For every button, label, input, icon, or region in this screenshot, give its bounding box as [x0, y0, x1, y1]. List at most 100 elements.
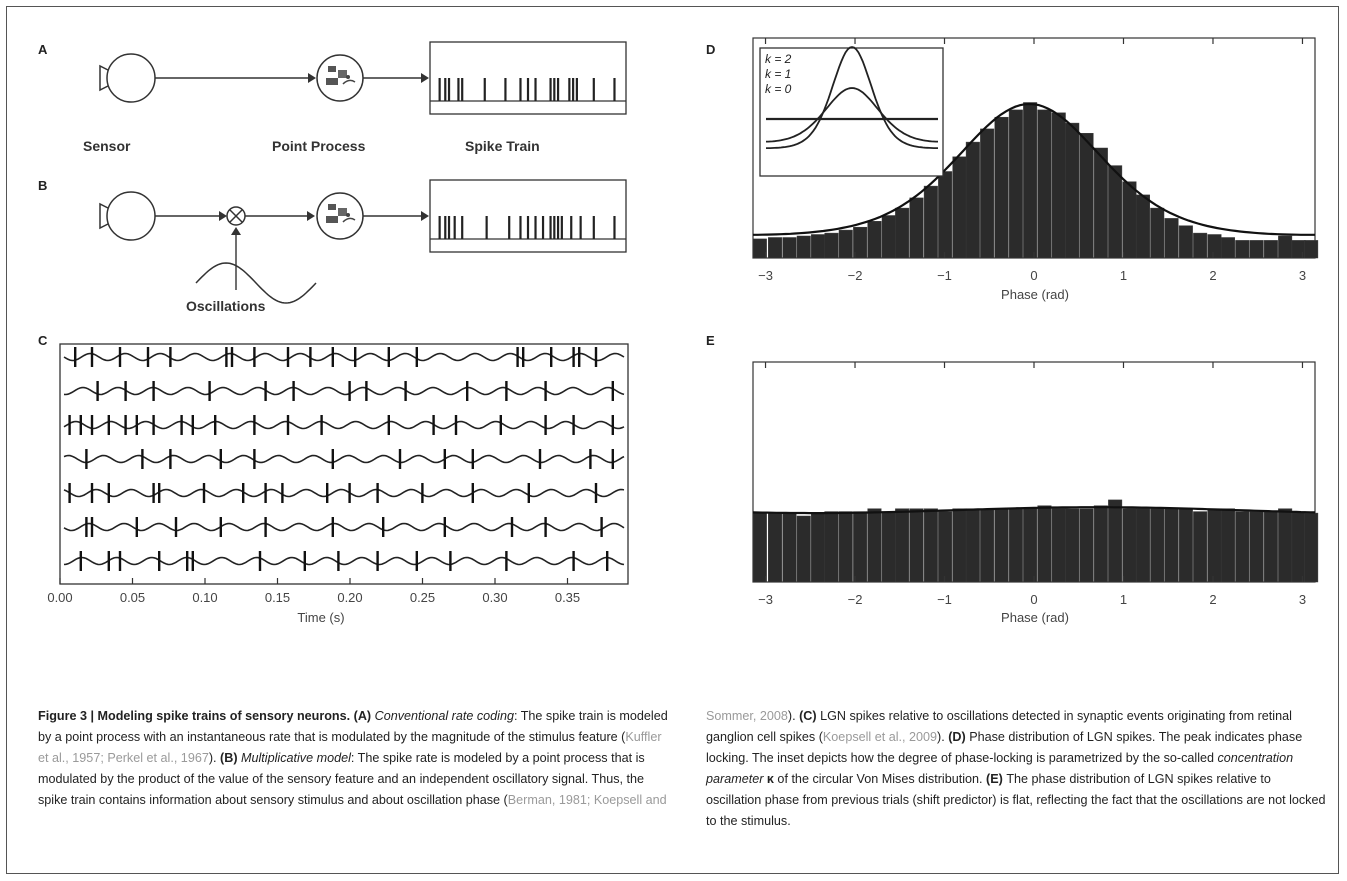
phase-histogram-bars	[752, 102, 1319, 259]
arrowhead	[308, 73, 316, 83]
panel-letter-e: E	[706, 333, 715, 348]
histogram-bar	[867, 221, 882, 259]
caption-text: Conventional rate coding	[374, 709, 514, 723]
inset-frame	[759, 47, 944, 177]
spike-train-b	[438, 216, 616, 239]
histogram-bar	[853, 226, 868, 259]
legend-k1: k = 1	[765, 67, 792, 81]
histogram-bar	[838, 511, 853, 583]
inset-legend: k = 2 k = 1 k = 0	[765, 52, 791, 97]
histogram-bar	[1249, 240, 1264, 259]
tick-label: 1	[1119, 592, 1128, 607]
caption-left-column: Figure 3 | Modeling spike trains of sens…	[38, 706, 670, 811]
caption-text: κ	[763, 772, 774, 786]
histogram-bar	[923, 185, 938, 259]
caption-text: (B)	[220, 751, 242, 765]
histogram-bar	[1164, 218, 1179, 259]
histogram-bar	[811, 512, 826, 583]
histogram-bar	[853, 511, 868, 583]
oscillation-trace	[63, 352, 625, 362]
oscillation-wave	[195, 262, 317, 304]
histogram-bar	[1193, 511, 1208, 583]
caption-text: Multiplicative model	[241, 751, 351, 765]
legend-k2: k = 2	[765, 52, 792, 66]
tick-label: 0.35	[554, 590, 581, 605]
tick-label: −2	[847, 268, 863, 283]
panel-letter-a: A	[38, 42, 48, 57]
histogram-bar	[980, 508, 995, 583]
histogram-bar	[938, 171, 953, 259]
tick-label: −2	[847, 592, 863, 607]
caption-text: (C)	[799, 709, 821, 723]
histogram-bar	[1122, 508, 1137, 583]
tick-label: 0.10	[192, 590, 218, 605]
histogram-bar	[952, 508, 967, 583]
histogram-bar	[768, 237, 783, 259]
caption-text: concentration parameter	[706, 751, 1294, 786]
histogram-bar	[838, 229, 853, 259]
panel-a-diagram	[99, 41, 627, 115]
citation-link[interactable]: Sommer, 2008	[706, 709, 788, 723]
histogram-bar	[923, 508, 938, 583]
histogram-bar	[824, 232, 839, 259]
panel-b-diagram	[99, 179, 627, 304]
histogram-bar	[980, 128, 995, 259]
histogram-bar	[1037, 505, 1052, 583]
histogram-bar	[1037, 109, 1052, 259]
tick-label: 0.30	[482, 590, 508, 605]
histogram-bar	[796, 235, 811, 259]
von-mises-fit-curve	[753, 102, 1315, 236]
tick-label: −1	[937, 268, 952, 283]
histogram-bar	[1263, 240, 1278, 259]
oscillation-trace	[63, 386, 625, 396]
tick-label: −3	[758, 268, 773, 283]
histogram-bar	[824, 511, 839, 583]
histogram-bar	[938, 511, 953, 583]
caption-text: The phase distribution of LGN spikes rel…	[706, 772, 1326, 828]
citation-link[interactable]: Kuffler et al., 1957; Perkel et al., 196…	[38, 730, 662, 765]
panel-c-raster	[59, 343, 629, 585]
histogram-bar	[752, 512, 767, 583]
tick-label: 0.00	[47, 590, 73, 605]
histogram-bar	[1150, 207, 1165, 259]
histogram-bar	[1051, 508, 1066, 583]
histogram-bar	[1164, 508, 1179, 583]
histogram-bar	[1093, 147, 1108, 259]
histogram-bar	[1135, 508, 1150, 583]
spike-train-a	[438, 78, 616, 101]
histogram-bar	[1065, 508, 1080, 583]
histogram-bar	[994, 116, 1009, 259]
inset-curve-k2	[766, 46, 938, 149]
oscillation-trace	[63, 522, 625, 532]
histogram-bar	[867, 508, 882, 583]
caption-text: ).	[208, 751, 221, 765]
histogram-bar	[1023, 102, 1038, 259]
histogram-bar	[1291, 511, 1306, 583]
citation-link[interactable]: Berman, 1981; Koepsell and	[507, 793, 667, 807]
histogram-bar	[965, 508, 980, 583]
point-process-icon	[316, 54, 364, 102]
histogram-bar	[895, 508, 910, 583]
shift-predictor-bars	[752, 499, 1319, 583]
histogram-bar	[1220, 237, 1235, 259]
histogram-bar	[1249, 511, 1264, 583]
histogram-bar	[1178, 225, 1193, 259]
histogram-bar	[909, 197, 924, 259]
citation-link[interactable]: Koepsell et al., 2009	[822, 730, 938, 744]
tick-label: 2	[1209, 268, 1217, 283]
caption-text: : The spike train is modeled by a point …	[38, 709, 668, 744]
arrowhead	[219, 211, 227, 221]
tick-label: 0	[1030, 268, 1038, 283]
tick-label: −1	[937, 592, 952, 607]
histogram-bar	[881, 511, 896, 583]
histogram-bar	[752, 238, 767, 259]
caption-text: LGN spikes relative to oscillations dete…	[706, 709, 1292, 744]
panel-letter-c: C	[38, 333, 48, 348]
axis-label-time: Time (s)	[297, 610, 345, 625]
histogram-bar	[1193, 232, 1208, 259]
caption-text: ).	[937, 730, 949, 744]
oscillation-traces	[63, 347, 625, 571]
histogram-bar	[1023, 508, 1038, 583]
histogram-bar	[1220, 508, 1235, 583]
panel-e-histogram	[752, 361, 1319, 583]
